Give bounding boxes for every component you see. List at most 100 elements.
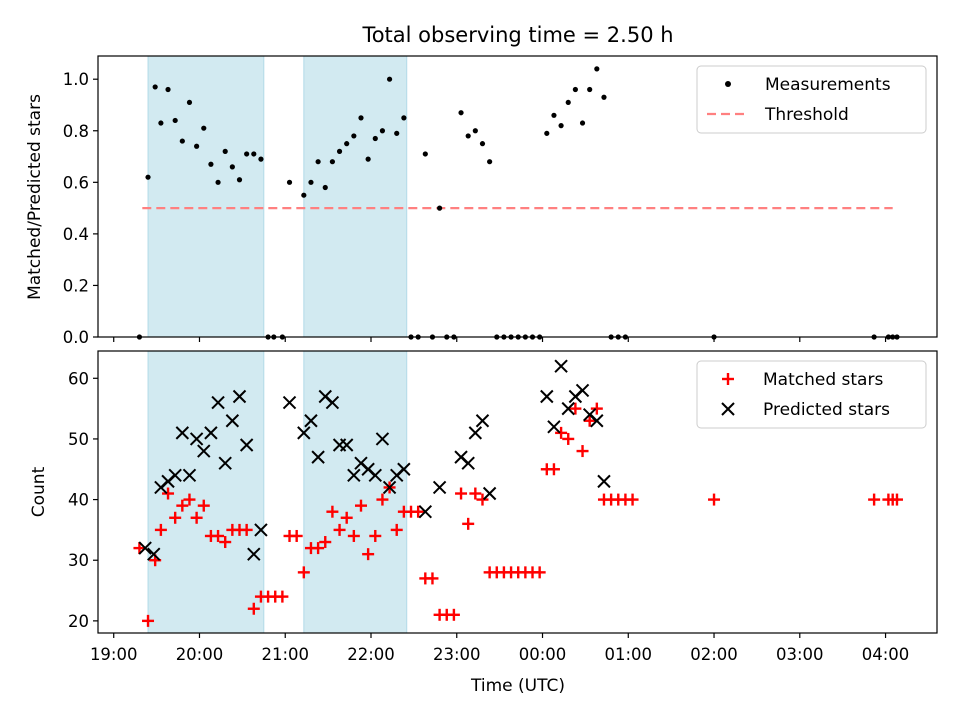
- measurement-point: [601, 94, 607, 100]
- x-tick-label: 00:00: [519, 645, 567, 664]
- matched-star-marker: [142, 614, 155, 627]
- predicted-legend-marker: [721, 402, 735, 416]
- y-tick-label: 50: [68, 430, 89, 449]
- measurement-point: [236, 177, 243, 183]
- predicted-star-marker: [540, 389, 554, 404]
- predicted-star-marker: [575, 383, 590, 398]
- predicted-star-marker: [189, 432, 204, 446]
- predicted-star-marker: [554, 359, 568, 373]
- measurement-point: [172, 117, 178, 124]
- measurements-legend-marker: [725, 81, 731, 87]
- measurement-point: [487, 159, 493, 165]
- measurement-point: [222, 148, 228, 154]
- top-legend-box: [696, 65, 927, 134]
- measurement-point: [544, 130, 550, 136]
- measurement-point: [244, 151, 250, 157]
- predicted-star-marker: [254, 523, 268, 537]
- matched-star-marker: [476, 493, 489, 506]
- measurement-point: [472, 128, 478, 134]
- predicted-star-marker: [375, 432, 390, 446]
- measurement-point: [437, 205, 443, 211]
- figure-title: Total observing time = 2.50 h: [361, 23, 673, 47]
- measurements-legend-label: Measurements: [765, 75, 891, 95]
- measurement-point: [344, 141, 350, 147]
- measurement-point: [201, 125, 207, 131]
- matched-star-marker: [347, 529, 360, 542]
- y-tick-label: 0.4: [63, 225, 89, 244]
- measurement-point: [251, 151, 257, 157]
- predicted-star-marker: [197, 444, 211, 458]
- bottom-x-ticks: 19:00 20:00 21:00 22:00 23:00 00:00 01:00 02:00…: [90, 633, 909, 664]
- y-tick-label: 30: [68, 551, 89, 570]
- matched-star-marker: [533, 566, 546, 579]
- predicted-star-marker: [175, 426, 190, 440]
- bottom-legend-box: [696, 360, 927, 429]
- matched-star-marker: [319, 536, 332, 549]
- matched-star-marker: [390, 523, 403, 536]
- measurement-point: [315, 159, 321, 165]
- matched-star-marker: [569, 402, 582, 415]
- measurement-point: [386, 76, 393, 82]
- measurement-point: [165, 86, 171, 93]
- predicted-star-marker: [304, 414, 318, 428]
- predicted-star-marker: [561, 401, 575, 416]
- x-tick-label: 03:00: [776, 645, 824, 664]
- threshold-legend-label: Threshold: [764, 105, 849, 125]
- measurement-point: [365, 156, 371, 162]
- bottom-plot-frame: [97, 350, 938, 634]
- matched-star-marker: [890, 493, 903, 506]
- predicted-star-marker: [147, 547, 161, 561]
- matched-star-marker: [290, 529, 303, 542]
- measurement-point: [215, 179, 221, 185]
- predicted-star-marker: [211, 395, 225, 410]
- x-tick-label: 02:00: [690, 645, 738, 664]
- predicted-star-marker: [382, 480, 397, 495]
- matched-star-marker: [176, 499, 189, 512]
- matched-star-marker: [462, 517, 475, 530]
- measurement-point: [379, 128, 386, 134]
- x-tick-label: 23:00: [433, 645, 481, 664]
- matched-star-marker: [326, 505, 339, 518]
- bottom-y-axis-label: Count: [29, 466, 49, 517]
- matched-star-marker: [868, 493, 881, 506]
- measurement-point: [308, 179, 314, 185]
- predicted-star-marker: [232, 389, 247, 404]
- measurement-point: [158, 120, 164, 126]
- predicted-star-marker: [468, 426, 483, 440]
- predicted-star-marker: [225, 414, 240, 428]
- measurement-point: [572, 86, 578, 93]
- measurement-point: [422, 151, 428, 157]
- measurement-point: [372, 135, 378, 142]
- matched-star-marker: [426, 572, 439, 585]
- shaded-interval: [147, 55, 265, 338]
- matched-star-marker: [576, 445, 589, 458]
- shaded-interval: [303, 55, 408, 338]
- predicted-star-marker: [325, 395, 340, 410]
- top-plot-frame: [97, 55, 938, 338]
- measurement-point: [258, 156, 264, 162]
- matched-star-marker: [583, 414, 596, 427]
- x-tick-label: 20:00: [176, 645, 224, 664]
- measurement-point: [579, 120, 586, 126]
- top-x-ticks: [113, 337, 887, 342]
- y-tick-label: 0.2: [63, 276, 89, 295]
- measurement-point: [286, 179, 293, 185]
- measurement-point: [179, 138, 185, 144]
- matched-star-marker: [276, 590, 289, 603]
- predicted-star-markers: [138, 359, 611, 561]
- matched-star-marker: [626, 493, 639, 506]
- predicted-star-marker: [432, 480, 447, 495]
- matched-star-marker: [412, 505, 425, 518]
- y-tick-label: 0.6: [63, 173, 89, 192]
- measurement-point: [358, 115, 364, 121]
- matched-star-marker: [590, 402, 603, 415]
- predicted-star-marker: [247, 547, 261, 561]
- matched-star-marker: [133, 542, 146, 555]
- predicted-star-marker: [461, 456, 475, 470]
- x-tick-label: 22:00: [347, 645, 395, 664]
- measurement-point: [558, 123, 564, 129]
- observing-intervals: [147, 55, 408, 338]
- matched-legend-marker: [722, 373, 734, 385]
- matched-star-marker: [447, 608, 460, 621]
